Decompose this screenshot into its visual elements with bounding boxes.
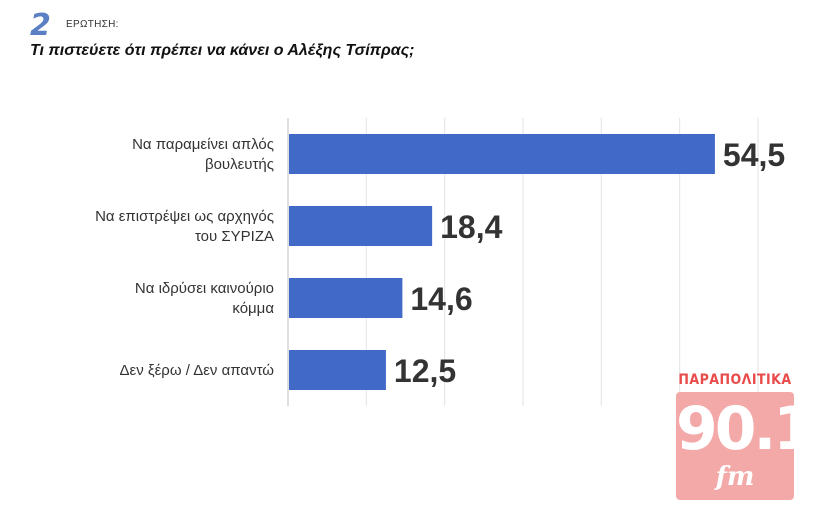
logo-box: 90.1 fm <box>676 392 815 500</box>
logo-number: 90.1 <box>676 394 815 464</box>
data-label: 12,5 <box>394 353 456 389</box>
category-label: Να παραμείνει απλός <box>132 136 274 153</box>
radio-logo: ΠΑΡΑΠΟΛΙΤΙΚΑ 90.1 fm <box>672 372 815 502</box>
category-label: Δεν ξέρω / Δεν απαντώ <box>120 362 275 379</box>
bar <box>289 350 386 390</box>
category-label: Να ιδρύσει καινούριο <box>135 280 274 297</box>
category-label: βουλευτής <box>205 156 274 173</box>
data-label: 54,5 <box>723 137 785 173</box>
data-label: 18,4 <box>440 209 502 245</box>
logo-top-text: ΠΑΡΑΠΟΛΙΤΙΚΑ <box>678 372 792 388</box>
question-label: ΕΡΩΤΗΣΗ: <box>66 19 119 30</box>
data-label: 14,6 <box>410 281 472 317</box>
question-title: Τι πιστεύετε ότι πρέπει να κάνει ο Αλέξη… <box>30 42 415 59</box>
category-label: κόμμα <box>232 300 274 317</box>
question-number: 2 <box>30 8 51 43</box>
bar <box>289 278 403 318</box>
logo-suffix: fm <box>715 462 755 492</box>
bar <box>289 206 433 246</box>
bar <box>289 134 715 174</box>
category-label: του ΣΥΡΙΖΑ <box>195 228 274 245</box>
category-label: Να επιστρέψει ως αρχηγός <box>95 208 274 225</box>
